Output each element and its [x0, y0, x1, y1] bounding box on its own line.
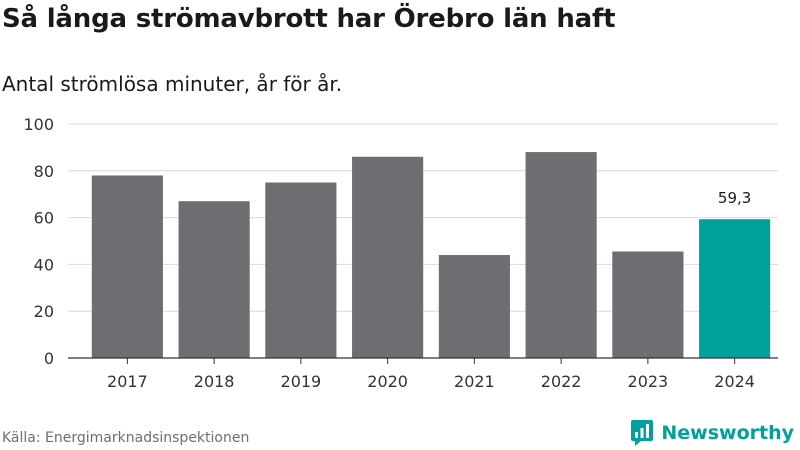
bar-2017 [91, 175, 163, 358]
chart-subtitle: Antal strömlösa minuter, år för år. [2, 72, 343, 96]
bar-2022 [525, 152, 597, 358]
x-tick-label: 2020 [367, 372, 408, 391]
x-tick-label: 2022 [541, 372, 582, 391]
x-tick-label: 2023 [628, 372, 669, 391]
x-tick-label: 2018 [194, 372, 235, 391]
chart-title: Så långa strömavbrott har Örebro län haf… [2, 4, 616, 34]
y-tick-label: 20 [34, 302, 54, 321]
y-tick-label: 40 [34, 255, 54, 274]
bar-chart: 0 20 40 60 80 100 2017 2018 2019 2020 2021 2022 2023… [23, 115, 778, 391]
x-tick-label: 2019 [281, 372, 322, 391]
x-tick-label: 2021 [454, 372, 495, 391]
y-tick-label: 0 [44, 349, 54, 368]
x-tick-label: 2024 [714, 372, 755, 391]
bar-2020 [352, 156, 424, 358]
brand-logo: Newsworthy [629, 418, 794, 448]
bar-2021 [438, 255, 510, 358]
bar-2019 [265, 182, 337, 358]
bar-2024 [699, 219, 771, 358]
brand-name: Newsworthy [661, 422, 794, 444]
y-tick-label: 100 [23, 115, 54, 134]
x-tick-label: 2017 [107, 372, 148, 391]
newsworthy-logo-icon [631, 420, 654, 446]
data-label: 59,3 [718, 189, 751, 207]
y-tick-label: 80 [34, 162, 54, 181]
y-tick-label: 60 [34, 209, 54, 228]
bar-2018 [178, 201, 250, 358]
bar-2023 [612, 251, 684, 358]
source-note: Källa: Energimarknadsinspektionen [2, 430, 250, 446]
